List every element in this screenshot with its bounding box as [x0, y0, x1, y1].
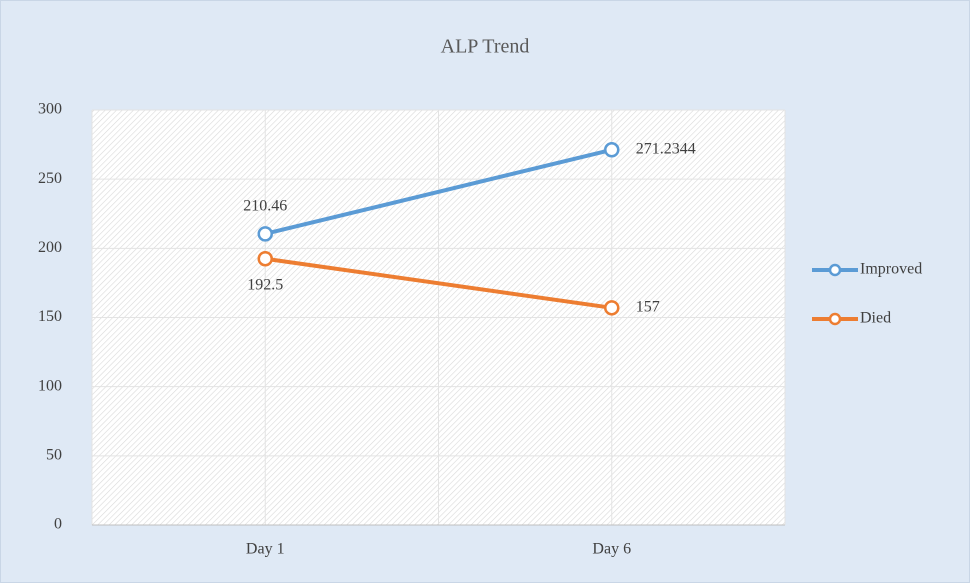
y-tick-label: 200 — [38, 239, 62, 256]
chart-title: ALP Trend — [441, 36, 530, 58]
legend-marker — [828, 312, 842, 326]
data-label: 192.5 — [247, 276, 283, 293]
x-tick-label: Day 6 — [592, 541, 631, 558]
y-tick-label: 0 — [54, 516, 62, 533]
y-tick-label: 50 — [46, 447, 62, 464]
series-line — [264, 147, 613, 236]
point-marker — [604, 300, 620, 316]
data-label: 210.46 — [243, 198, 287, 215]
legend-marker — [828, 263, 842, 277]
series-line — [264, 256, 613, 310]
data-label: 157 — [636, 298, 660, 315]
y-tick-label: 300 — [38, 101, 62, 118]
point-marker — [257, 250, 273, 267]
point-marker — [604, 142, 620, 158]
data-label: 271.2344 — [636, 140, 696, 157]
y-tick-label: 150 — [38, 308, 62, 325]
legend-label: Died — [860, 310, 891, 327]
point-marker — [257, 226, 273, 242]
legend-label: Improved — [860, 261, 922, 278]
y-tick-label: 250 — [38, 170, 62, 187]
x-tick-label: Day 1 — [246, 541, 285, 558]
y-tick-label: 100 — [38, 377, 62, 394]
